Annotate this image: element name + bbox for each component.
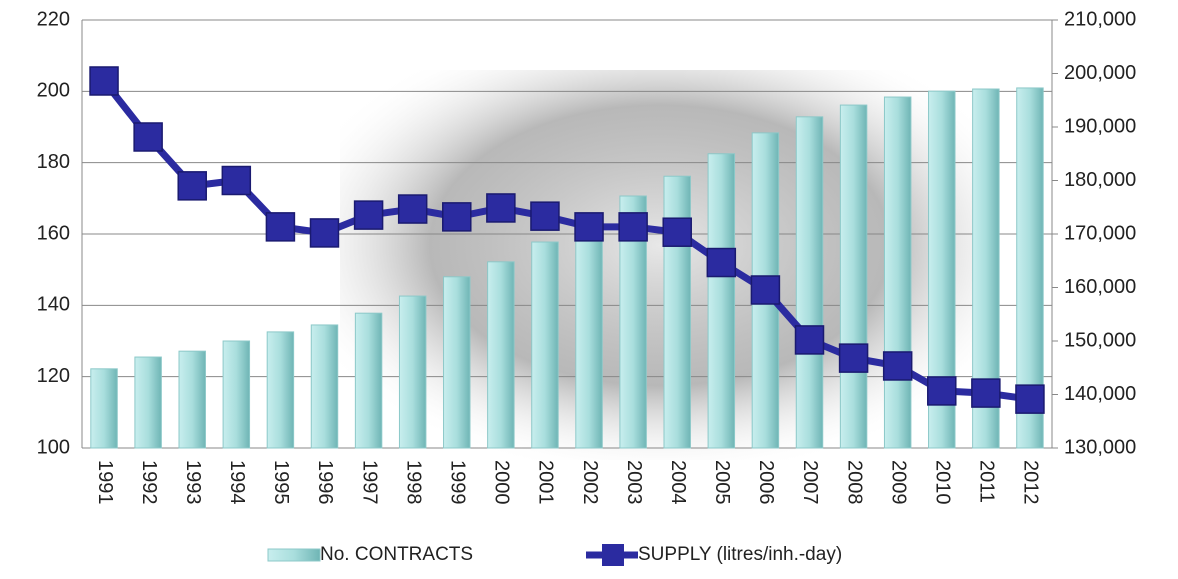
x-tick-label: 2011 [976,460,998,503]
y2-tick-label: 140,000 [1064,383,1136,405]
y-tick-label: 100 [37,436,70,458]
x-tick-label: 1994 [226,460,248,505]
legend-label: SUPPLY (litres/inh.-day) [638,544,842,565]
bar [575,216,603,449]
bar [310,324,339,449]
line-marker [353,200,384,230]
x-tick-label: 2007 [799,460,821,505]
y2-tick-label: 210,000 [1064,8,1136,30]
bar [883,96,912,449]
line-marker [838,343,869,373]
x-tick-label: 1995 [270,460,292,505]
x-tick-label: 2001 [535,460,557,505]
line-marker [265,212,296,242]
bar [663,175,691,449]
bar [839,104,868,449]
y-tick-label: 120 [37,365,70,387]
x-tick-label: 2008 [843,460,865,505]
y2-tick-label: 130,000 [1064,436,1136,458]
bar [178,350,206,449]
line-marker [706,247,737,278]
line [101,78,1031,403]
line-marker [1015,384,1045,414]
line-marker [442,202,472,232]
bar [354,312,383,449]
x-tick-label: 1991 [94,460,116,505]
x-tick-label: 2000 [491,460,513,505]
line-marker [177,171,207,201]
line-marker [89,66,119,96]
x-tick-label: 1997 [358,460,380,505]
legend-label: No. CONTRACTS [320,544,473,565]
x-tick-label: 1993 [182,460,204,505]
line-marker [133,122,163,152]
x-tick-label: 1998 [402,460,424,505]
y2-tick-label: 160,000 [1064,276,1136,298]
bar [487,261,515,449]
y-tick-label: 180 [37,151,70,173]
line-marker [530,201,560,231]
bar [90,368,118,449]
x-tick-label: 1999 [446,460,468,505]
line-marker [882,351,913,381]
line-marker [794,325,825,355]
x-tick-label: 2009 [887,460,909,505]
line-marker [618,212,648,242]
bar [707,153,736,449]
y-tick-label: 220 [37,8,70,30]
x-tick-label: 2010 [931,460,953,505]
bar [266,331,295,449]
bar [795,116,824,449]
y2-tick-label: 150,000 [1064,329,1136,351]
line-marker [971,378,1001,408]
legend-swatch [602,544,624,566]
line-marker [927,376,957,406]
line-marker [486,193,516,223]
line-marker [221,165,252,196]
bar [398,295,427,449]
bar [222,340,251,449]
x-tick-label: 2012 [1020,460,1042,505]
y-tick-label: 200 [37,80,70,102]
x-tick-label: 1996 [314,460,336,505]
x-tick-label: 1992 [138,460,160,505]
x-tick-label: 2006 [755,460,777,505]
y-tick-label: 160 [37,222,70,244]
x-tick-label: 2002 [579,460,601,505]
y2-tick-label: 180,000 [1064,169,1136,191]
legend-swatch [267,548,321,562]
bar [134,356,162,449]
line-marker [662,217,692,247]
x-tick-label: 2005 [711,460,733,505]
x-tick-label: 2003 [623,460,645,505]
bar [531,241,559,449]
line-marker [750,275,781,305]
y-tick-label: 140 [37,294,70,316]
line-marker [309,218,340,248]
y2-tick-label: 190,000 [1064,115,1136,137]
line-marker [574,212,604,242]
y2-tick-label: 170,000 [1064,222,1136,244]
x-tick-label: 2004 [667,460,689,505]
bar [443,276,471,449]
y2-tick-label: 200,000 [1064,62,1136,84]
line-marker [397,194,428,224]
